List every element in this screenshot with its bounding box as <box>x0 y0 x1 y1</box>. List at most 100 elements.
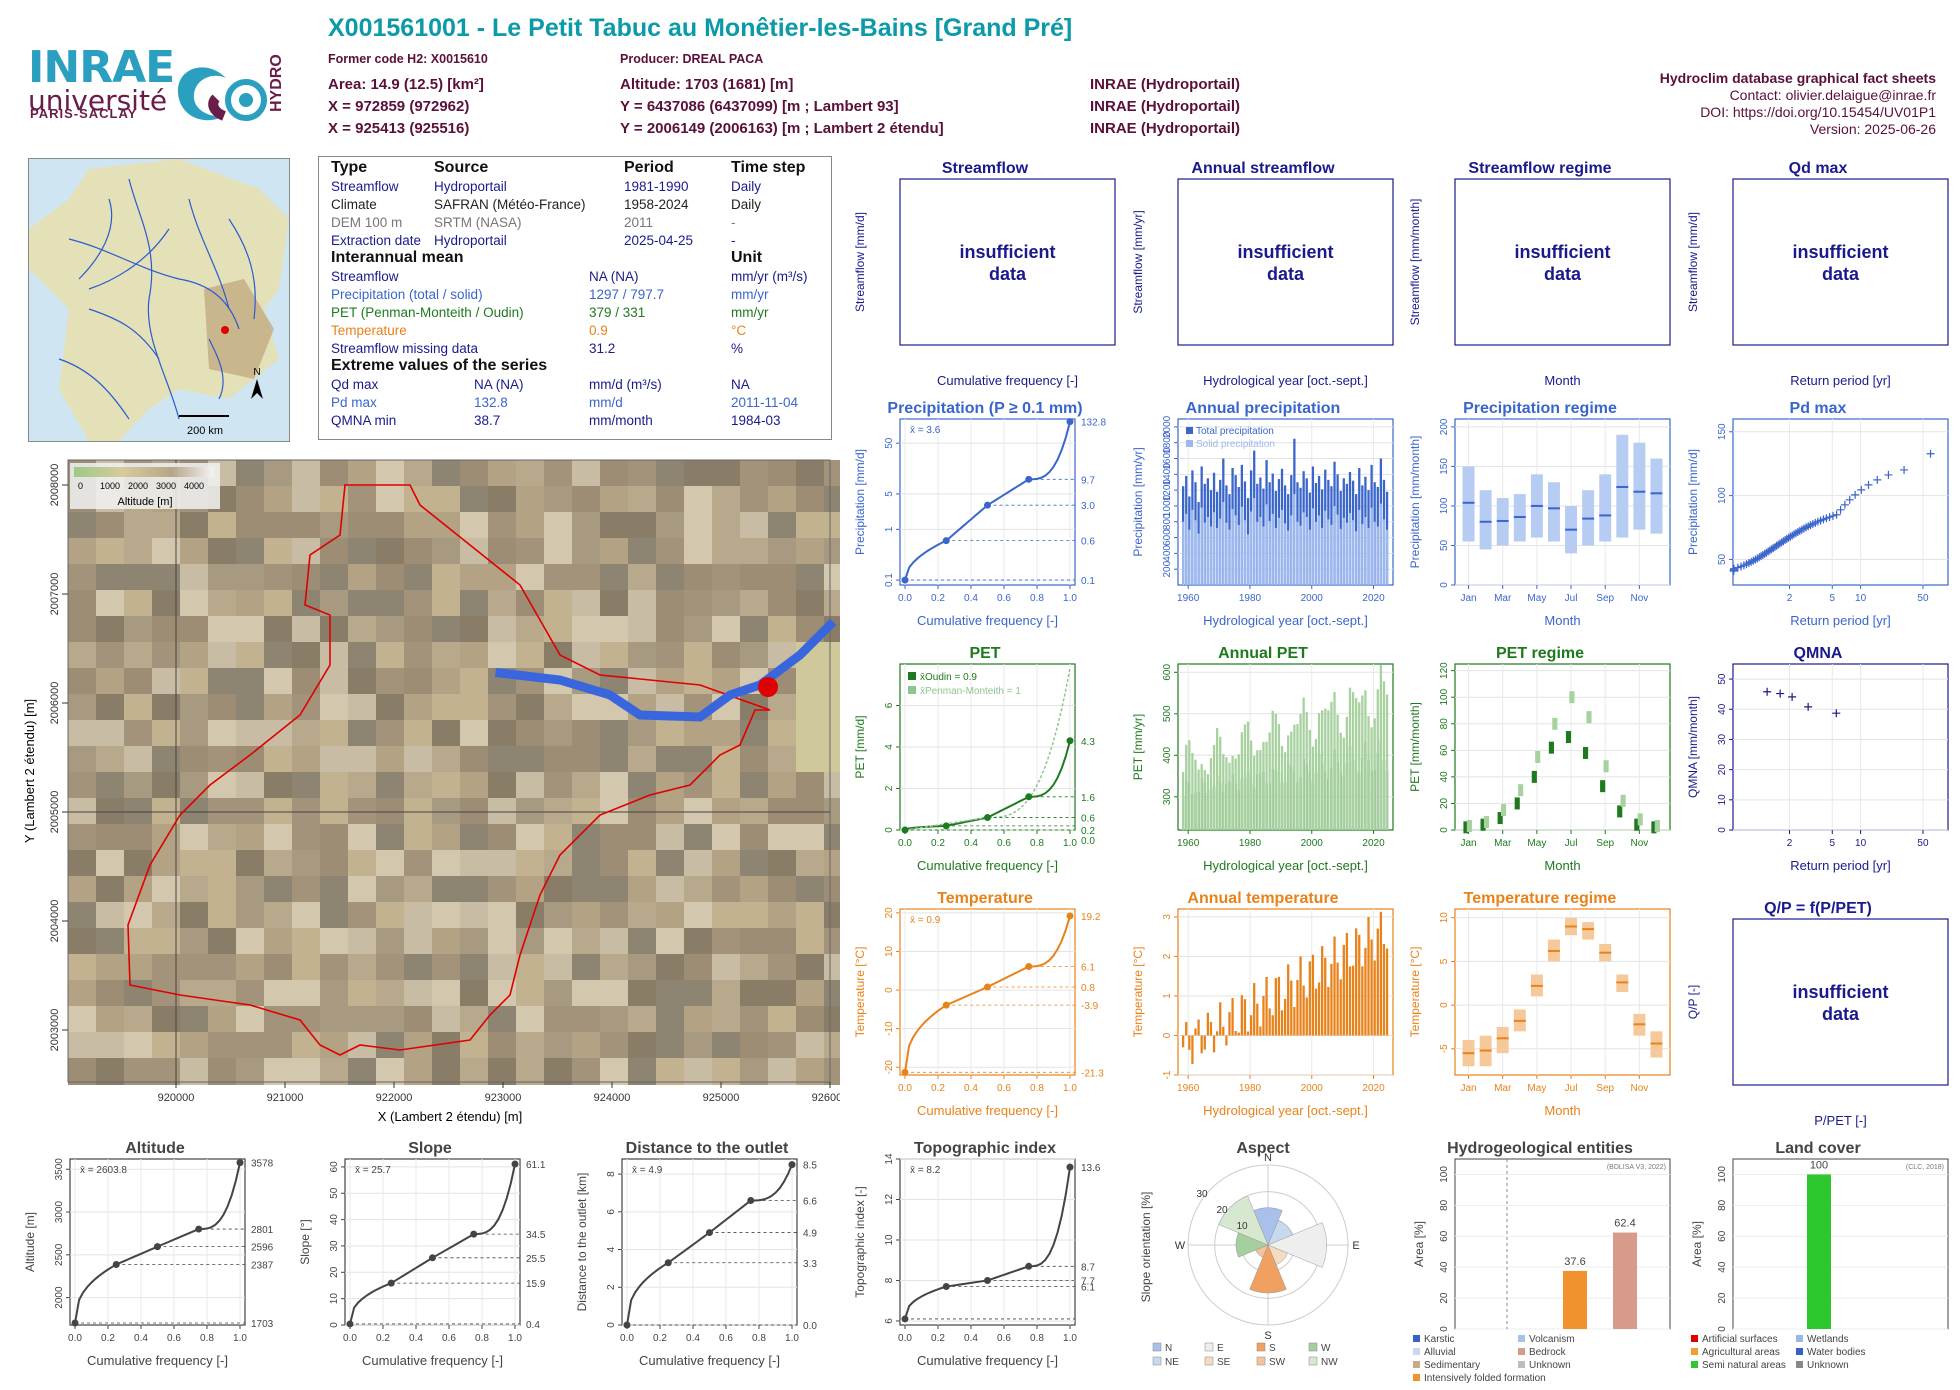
terrain-cell <box>516 538 545 565</box>
annual-bar <box>1283 998 1287 1036</box>
outlet-marker <box>758 677 778 697</box>
legend-label: W <box>1321 1343 1331 1354</box>
terrain-cell <box>656 590 685 617</box>
return-period-point <box>1926 449 1935 458</box>
row-climate-step: Daily <box>731 197 762 212</box>
panel-distance_cdf-xlabel: Cumulative frequency [-] <box>639 1353 780 1368</box>
legend-swatch <box>1256 1356 1266 1366</box>
annual-bar <box>1280 509 1284 585</box>
annual-bar <box>1367 528 1370 585</box>
panel-pd_max-svg: Pd max Precipitation [mm/d] Return period … <box>1686 400 1949 628</box>
terrain-cell <box>544 564 573 591</box>
xtick-label: 1.0 <box>233 1333 247 1344</box>
terrain-cell <box>460 486 489 513</box>
ytick-label: 0 <box>884 987 895 993</box>
legend-swatch <box>908 686 916 694</box>
info-table: Type Source Period Time step Streamflow … <box>318 156 832 440</box>
panel-qmna-title: QMNA <box>1794 645 1843 662</box>
ytick-label: 400 <box>1162 747 1173 764</box>
terrain-cell <box>236 850 265 877</box>
terrain-cell <box>348 590 377 617</box>
terrain-cell <box>208 538 237 565</box>
terrain-cell <box>152 954 181 981</box>
legend-label: Water bodies <box>1807 1347 1866 1358</box>
annual-bar <box>1222 1026 1225 1036</box>
terrain-cell <box>572 538 601 565</box>
panel-topo_cdf-svg: Topographic index Topographic index [-] Cu… <box>853 1140 1101 1368</box>
quantile-label: 3.3 <box>803 1259 817 1270</box>
doi: DOI: https://doi.org/10.15454/UV01P1 <box>1700 104 1936 120</box>
annual-bar <box>1287 735 1290 830</box>
terrain-cell <box>628 564 657 591</box>
terrain-cell <box>236 1058 265 1085</box>
terrain-cell <box>600 850 629 877</box>
terrain-cell <box>68 1058 97 1085</box>
ytick-label: 30 <box>329 1240 340 1252</box>
terrain-cell <box>768 512 797 539</box>
alt-legend-tick-3: 3000 <box>156 481 176 491</box>
terrain-cell <box>432 980 461 1007</box>
terrain-cell <box>544 590 573 617</box>
panel-streamflow-svg: Streamflow Streamflow [mm/d] Cumulative fr… <box>853 160 1116 388</box>
terrain-cell <box>68 954 97 981</box>
terrain-cell <box>824 954 840 981</box>
aspect-dir-e: E <box>1352 1240 1359 1252</box>
quantile-label: 0.1 <box>1081 576 1095 587</box>
terrain-cell <box>628 1058 657 1085</box>
terrain-cell <box>348 512 377 539</box>
panel-temp_cdf-frame <box>899 908 1076 1076</box>
terrain-cell <box>348 668 377 695</box>
terrain-cell <box>628 902 657 929</box>
cdf-curve <box>904 915 1071 1073</box>
panel-temp_cdf: Temperature Temperature [°C] Cumulative fr… <box>850 885 1120 1125</box>
annual-bar <box>1305 711 1308 830</box>
legend-label: Artificial surfaces <box>1702 1334 1778 1345</box>
terrain-cell <box>124 850 153 877</box>
terrain-cell <box>264 512 293 539</box>
annual-bar <box>1348 687 1352 830</box>
terrain-cell <box>376 954 405 981</box>
panel-annual_streamflow-ylabel: Streamflow [mm/yr] <box>1131 210 1145 313</box>
xtick-label: 0.2 <box>931 1333 945 1344</box>
ytick-label: 10 <box>1717 794 1728 806</box>
ytick-label: 10 <box>884 945 895 957</box>
terrain-cell <box>236 824 265 851</box>
terrain-cell <box>712 616 741 643</box>
annual-bar <box>1296 724 1299 830</box>
annual-bar <box>1348 966 1352 1036</box>
terrain-ylabel: Y (Lambert 2 étendu) [m] <box>22 699 37 843</box>
ytick-label: 40 <box>1439 1261 1450 1273</box>
insufficient-data-label: data <box>1544 264 1582 284</box>
annual-bar <box>1209 758 1213 830</box>
ext-qmna-date: 1984-03 <box>731 413 781 428</box>
return-period-point <box>1857 485 1866 494</box>
cdf-curve <box>904 1166 1071 1320</box>
ytick-label: 80 <box>1439 1199 1450 1211</box>
terrain-cell <box>824 850 840 877</box>
ytick-label: 40 <box>1717 703 1728 715</box>
terrain-cell <box>628 876 657 903</box>
terrain-cell <box>684 1032 713 1059</box>
terrain-cell <box>712 460 741 487</box>
panel-slope_cdf-frame <box>344 1158 521 1326</box>
insufficient-data-label: insufficient <box>1237 242 1333 262</box>
ext-pd-unit: mm/d <box>589 395 623 410</box>
xtick-label: 1960 <box>1177 593 1200 604</box>
terrain-cell <box>460 772 489 799</box>
quantile-label: 15.9 <box>526 1279 546 1290</box>
terrain-cell <box>320 720 349 747</box>
ytick-label: 40 <box>1717 1261 1728 1273</box>
terrain-cell <box>460 824 489 851</box>
terrain-cell <box>236 538 265 565</box>
quantile-label: 34.5 <box>526 1230 546 1241</box>
terrain-cell <box>124 590 153 617</box>
annual-bar <box>1379 911 1383 1036</box>
terrain-cell <box>264 460 293 487</box>
row-extract-step: - <box>731 233 736 248</box>
row-extract-type: Extraction date <box>331 233 422 248</box>
terrain-cell <box>768 824 797 851</box>
quantile-point <box>901 826 909 834</box>
terrain-cell <box>320 1032 349 1059</box>
ext-pd-date: 2011-11-04 <box>731 395 799 410</box>
